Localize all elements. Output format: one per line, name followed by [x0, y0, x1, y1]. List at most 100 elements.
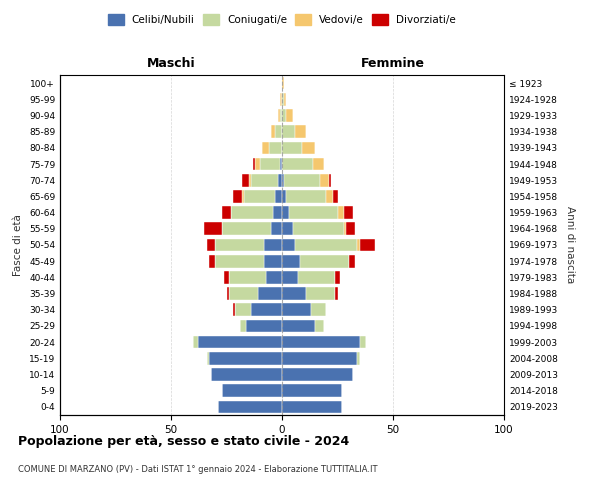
- Bar: [275, 190, 282, 202]
- Bar: [278, 174, 282, 186]
- Bar: [209, 352, 282, 364]
- Bar: [358, 352, 360, 364]
- Bar: [269, 142, 282, 154]
- Bar: [193, 336, 197, 348]
- Text: Femmine: Femmine: [361, 57, 425, 70]
- Bar: [264, 255, 282, 268]
- Bar: [227, 288, 229, 300]
- Bar: [282, 142, 302, 154]
- Bar: [282, 158, 313, 170]
- Bar: [282, 255, 300, 268]
- Bar: [242, 174, 249, 186]
- Bar: [286, 190, 326, 202]
- Bar: [222, 222, 271, 235]
- Bar: [282, 93, 284, 106]
- Bar: [282, 320, 316, 332]
- Bar: [295, 126, 307, 138]
- Bar: [273, 206, 282, 219]
- Bar: [346, 222, 355, 235]
- Bar: [320, 174, 329, 186]
- Bar: [282, 368, 353, 381]
- Bar: [282, 352, 358, 364]
- Bar: [344, 206, 353, 219]
- Bar: [262, 142, 269, 154]
- Bar: [282, 400, 342, 413]
- Bar: [349, 255, 355, 268]
- Bar: [260, 158, 280, 170]
- Bar: [335, 271, 340, 283]
- Bar: [293, 222, 344, 235]
- Bar: [313, 158, 324, 170]
- Bar: [233, 304, 235, 316]
- Bar: [337, 206, 344, 219]
- Legend: Celibi/Nubili, Coniugati/e, Vedovi/e, Divorziati/e: Celibi/Nubili, Coniugati/e, Vedovi/e, Di…: [104, 10, 460, 29]
- Bar: [282, 77, 284, 90]
- Bar: [206, 352, 209, 364]
- Bar: [286, 109, 293, 122]
- Bar: [242, 190, 244, 202]
- Text: Maschi: Maschi: [146, 57, 196, 70]
- Bar: [222, 384, 282, 397]
- Bar: [278, 109, 280, 122]
- Bar: [284, 174, 320, 186]
- Bar: [233, 190, 242, 202]
- Y-axis label: Anni di nascita: Anni di nascita: [565, 206, 575, 284]
- Bar: [302, 142, 316, 154]
- Bar: [344, 222, 346, 235]
- Bar: [282, 271, 298, 283]
- Bar: [229, 271, 266, 283]
- Bar: [197, 336, 282, 348]
- Bar: [244, 190, 275, 202]
- Bar: [256, 158, 260, 170]
- Bar: [215, 238, 264, 252]
- Bar: [326, 190, 333, 202]
- Text: COMUNE DI MARZANO (PV) - Dati ISTAT 1° gennaio 2024 - Elaborazione TUTTITALIA.IT: COMUNE DI MARZANO (PV) - Dati ISTAT 1° g…: [18, 465, 377, 474]
- Bar: [264, 238, 282, 252]
- Bar: [282, 336, 360, 348]
- Text: Popolazione per età, sesso e stato civile - 2024: Popolazione per età, sesso e stato civil…: [18, 435, 349, 448]
- Bar: [204, 222, 222, 235]
- Bar: [280, 109, 282, 122]
- Bar: [282, 222, 293, 235]
- Bar: [284, 93, 286, 106]
- Bar: [280, 158, 282, 170]
- Bar: [209, 255, 215, 268]
- Bar: [282, 384, 342, 397]
- Bar: [247, 320, 282, 332]
- Bar: [282, 190, 286, 202]
- Bar: [231, 206, 273, 219]
- Bar: [360, 238, 375, 252]
- Bar: [329, 174, 331, 186]
- Bar: [251, 174, 278, 186]
- Bar: [224, 271, 229, 283]
- Bar: [282, 288, 307, 300]
- Bar: [218, 400, 282, 413]
- Bar: [289, 206, 337, 219]
- Bar: [282, 304, 311, 316]
- Bar: [295, 238, 358, 252]
- Bar: [311, 304, 326, 316]
- Bar: [282, 238, 295, 252]
- Bar: [235, 304, 251, 316]
- Bar: [253, 158, 256, 170]
- Bar: [251, 304, 282, 316]
- Bar: [358, 238, 360, 252]
- Bar: [282, 174, 284, 186]
- Bar: [335, 288, 337, 300]
- Y-axis label: Fasce di età: Fasce di età: [13, 214, 23, 276]
- Bar: [271, 126, 275, 138]
- Bar: [206, 238, 215, 252]
- Bar: [275, 126, 282, 138]
- Bar: [271, 222, 282, 235]
- Bar: [249, 174, 251, 186]
- Bar: [282, 206, 289, 219]
- Bar: [307, 288, 335, 300]
- Bar: [211, 368, 282, 381]
- Bar: [298, 271, 335, 283]
- Bar: [300, 255, 349, 268]
- Bar: [360, 336, 367, 348]
- Bar: [333, 190, 337, 202]
- Bar: [240, 320, 247, 332]
- Bar: [316, 320, 324, 332]
- Bar: [215, 255, 264, 268]
